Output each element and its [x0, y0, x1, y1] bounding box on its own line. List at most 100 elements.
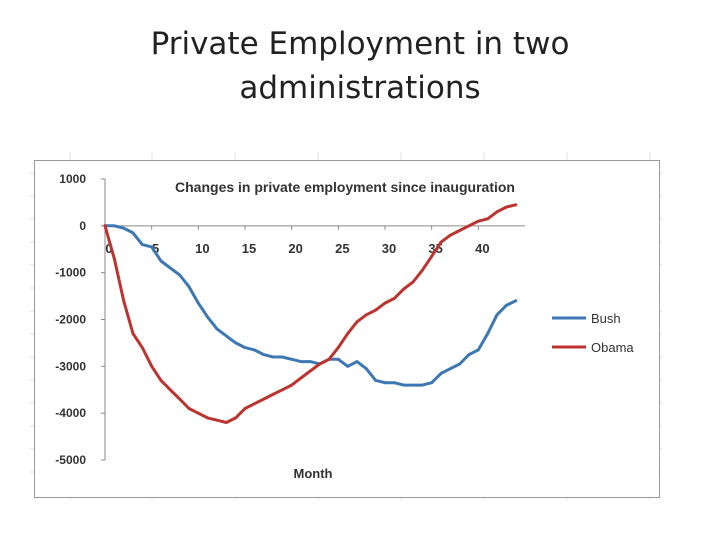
- data-point-bush: [383, 381, 387, 385]
- x-tick-label: 0: [105, 241, 112, 256]
- legend: Bush Obama: [552, 311, 634, 355]
- data-point-obama: [243, 407, 247, 410]
- legend-label-bush: Bush: [591, 311, 621, 326]
- slide-title: Private Employment in two administration…: [0, 22, 720, 110]
- data-point-bush: [336, 357, 340, 361]
- data-point-obama: [159, 379, 163, 382]
- y-tick-label: 0: [79, 219, 86, 233]
- y-tick-label: -1000: [55, 266, 86, 280]
- data-point-obama: [495, 210, 499, 214]
- data-point-obama: [308, 369, 312, 373]
- y-tick-label: -2000: [55, 313, 86, 327]
- data-point-obama: [196, 411, 200, 415]
- y-tick-label: 1000: [59, 172, 86, 186]
- data-point-bush: [252, 348, 256, 352]
- data-point-bush: [159, 259, 163, 263]
- data-point-bush: [420, 383, 424, 387]
- data-point-obama: [514, 203, 518, 207]
- data-point-bush: [448, 367, 452, 371]
- data-point-bush: [243, 346, 247, 349]
- data-point-obama: [467, 224, 471, 228]
- series-layer: [103, 203, 518, 424]
- data-point-obama: [299, 376, 303, 380]
- data-point-obama: [234, 416, 238, 420]
- data-point-bush: [234, 341, 238, 345]
- data-point-obama: [402, 287, 406, 291]
- data-point-bush: [122, 226, 126, 230]
- series-line-obama: [103, 203, 518, 424]
- x-tick-label: 5: [152, 241, 159, 256]
- y-tick-label: -3000: [55, 359, 86, 373]
- data-point-obama: [280, 388, 284, 392]
- data-point-obama: [271, 393, 275, 396]
- data-point-bush: [140, 243, 144, 247]
- data-point-bush: [486, 332, 490, 335]
- x-axis-label: Month: [294, 466, 333, 481]
- x-tick-label: 15: [242, 241, 256, 256]
- data-point-obama: [103, 224, 107, 228]
- data-point-bush: [206, 315, 210, 319]
- data-point-obama: [364, 313, 368, 317]
- data-point-bush: [495, 313, 499, 317]
- data-point-bush: [504, 304, 508, 307]
- data-point-obama: [252, 402, 256, 406]
- data-point-bush: [458, 362, 462, 366]
- data-point-bush: [514, 299, 518, 303]
- data-point-bush: [364, 367, 368, 371]
- data-point-bush: [308, 360, 312, 363]
- data-point-bush: [178, 273, 182, 277]
- data-point-obama: [262, 397, 266, 401]
- data-point-bush: [430, 381, 434, 385]
- data-point-obama: [504, 205, 508, 209]
- data-point-bush: [168, 266, 172, 270]
- data-point-bush: [392, 381, 396, 385]
- data-point-obama: [122, 299, 126, 303]
- data-point-obama: [112, 257, 116, 260]
- data-point-bush: [290, 357, 294, 361]
- chart-axes: [104, 179, 525, 460]
- x-tick-label: 10: [195, 241, 209, 256]
- data-point-bush: [271, 355, 275, 359]
- slide-title-line-2: administrations: [239, 70, 481, 106]
- data-point-obama: [486, 217, 490, 221]
- data-point-bush: [196, 301, 200, 305]
- legend-label-obama: Obama: [591, 340, 634, 355]
- data-point-obama: [383, 301, 387, 305]
- data-point-obama: [206, 416, 210, 420]
- data-point-bush: [280, 355, 284, 359]
- data-point-bush: [402, 383, 406, 387]
- data-point-bush: [467, 353, 471, 356]
- chart-frame: [34, 160, 660, 498]
- data-point-obama: [140, 346, 144, 349]
- data-point-bush: [187, 285, 191, 289]
- data-point-obama: [448, 233, 452, 237]
- data-point-obama: [336, 346, 340, 349]
- x-tick-label: 30: [382, 241, 396, 256]
- data-point-obama: [290, 383, 294, 387]
- data-point-obama: [318, 362, 322, 366]
- series-obama: [103, 203, 518, 424]
- x-tick-label: 20: [288, 241, 302, 256]
- data-point-obama: [327, 357, 331, 361]
- data-point-bush: [346, 364, 350, 368]
- data-point-obama: [215, 418, 219, 422]
- data-point-obama: [374, 308, 378, 312]
- data-point-obama: [355, 320, 359, 324]
- data-point-bush: [215, 327, 219, 331]
- data-point-bush: [131, 231, 135, 235]
- data-point-bush: [476, 348, 480, 352]
- y-tick-label: -5000: [55, 453, 86, 467]
- data-point-obama: [411, 280, 415, 284]
- data-point-bush: [355, 360, 359, 363]
- data-point-bush: [150, 245, 154, 249]
- data-point-obama: [187, 407, 191, 410]
- data-point-bush: [112, 224, 116, 228]
- y-axis-ticks: 1000 0 -1000 -2000 -3000 -4000 -5000: [55, 172, 105, 467]
- data-point-bush: [224, 334, 228, 338]
- series-bush: [103, 224, 518, 387]
- data-point-bush: [411, 383, 415, 387]
- data-point-obama: [430, 254, 434, 258]
- data-point-obama: [392, 297, 396, 300]
- data-point-bush: [262, 353, 266, 356]
- slide-title-line-1: Private Employment in two: [150, 26, 570, 62]
